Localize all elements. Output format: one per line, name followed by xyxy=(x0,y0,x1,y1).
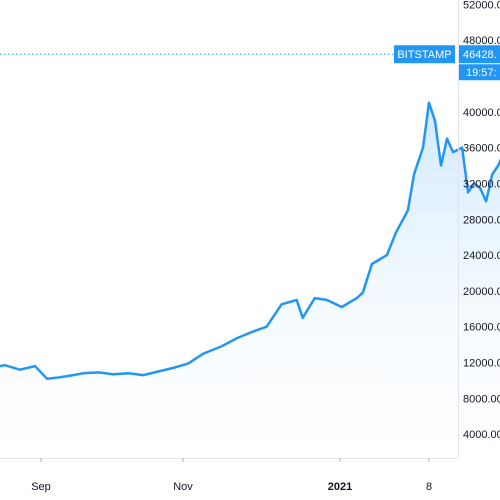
y-tick-label: 28000.00 xyxy=(463,214,500,226)
data-point xyxy=(221,346,223,348)
data-point xyxy=(302,317,304,319)
data-point xyxy=(296,299,298,301)
data-point xyxy=(497,165,499,167)
data-point xyxy=(266,326,268,328)
data-point xyxy=(127,373,129,375)
data-point xyxy=(362,292,364,294)
time-tag-value: 19:57: xyxy=(466,67,497,79)
data-point xyxy=(491,174,493,176)
y-tick-label: 8000.00 xyxy=(463,393,500,405)
y-tick-label: 48000.00 xyxy=(463,35,500,47)
data-point xyxy=(4,364,6,366)
data-point xyxy=(158,371,160,373)
data-point xyxy=(440,165,442,167)
data-point xyxy=(203,353,205,355)
exchange-label: BITSTAMP xyxy=(397,49,451,61)
y-tick-label: 32000.00 xyxy=(463,178,500,190)
data-point xyxy=(82,373,84,375)
data-point xyxy=(281,304,283,306)
x-tick-label: Nov xyxy=(173,481,193,493)
data-point xyxy=(413,174,415,176)
price-tag xyxy=(459,45,500,64)
data-point xyxy=(314,297,316,299)
x-tick-label: Sep xyxy=(31,481,51,493)
data-point xyxy=(112,373,114,375)
data-point xyxy=(428,102,430,104)
data-point xyxy=(67,375,69,377)
x-tick-label: 2021 xyxy=(328,481,352,493)
data-point xyxy=(446,138,448,140)
data-point xyxy=(422,147,424,149)
data-point xyxy=(34,365,36,367)
data-point xyxy=(188,363,190,365)
data-point xyxy=(467,192,469,194)
y-tick-label: 24000.00 xyxy=(463,250,500,262)
y-tick-label: 4000.00 xyxy=(463,429,500,441)
price-line xyxy=(0,101,500,380)
data-point xyxy=(251,331,253,333)
y-tick-label: 16000.00 xyxy=(463,322,500,334)
x-tick-label: 8 xyxy=(426,481,432,493)
data-point xyxy=(173,367,175,369)
y-tick-label: 12000.00 xyxy=(463,358,500,370)
data-point xyxy=(46,378,48,380)
y-tick-label: 20000.00 xyxy=(463,286,500,298)
data-point xyxy=(143,374,145,376)
data-point xyxy=(434,120,436,122)
exchange-tag xyxy=(394,45,455,64)
data-point xyxy=(395,232,397,234)
data-point xyxy=(341,306,343,308)
data-point xyxy=(236,338,238,340)
y-tick-label: 36000.00 xyxy=(463,143,500,155)
data-point xyxy=(485,201,487,203)
y-tick-label: 52000.00 xyxy=(463,0,500,11)
price-tag-value: 46428. xyxy=(463,49,497,61)
price-area xyxy=(0,102,500,458)
time-tag xyxy=(459,64,500,81)
data-point xyxy=(386,254,388,256)
data-point xyxy=(19,369,21,371)
data-point xyxy=(407,210,409,212)
data-point xyxy=(371,263,373,265)
data-point xyxy=(326,299,328,301)
data-point xyxy=(452,151,454,153)
data-point xyxy=(356,297,358,299)
data-point xyxy=(97,372,99,374)
y-tick-label: 40000.00 xyxy=(463,107,500,119)
data-point xyxy=(55,377,57,379)
